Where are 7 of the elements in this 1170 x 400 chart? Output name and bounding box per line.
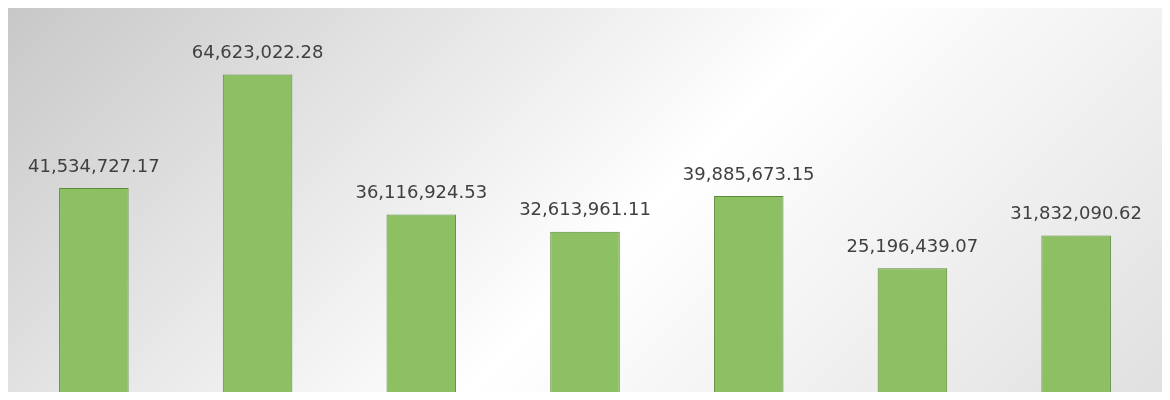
data-label: 31,832,090.62 (1010, 202, 1142, 224)
data-label: 25,196,439.07 (846, 234, 979, 256)
data-label: 64,623,022.28 (191, 41, 324, 63)
data-label: 41,534,727.17 (28, 154, 160, 176)
data-label: 39,885,673.15 (682, 162, 815, 184)
data-label: 32,613,961.11 (519, 198, 651, 220)
data-label: 36,116,924.53 (355, 181, 488, 203)
